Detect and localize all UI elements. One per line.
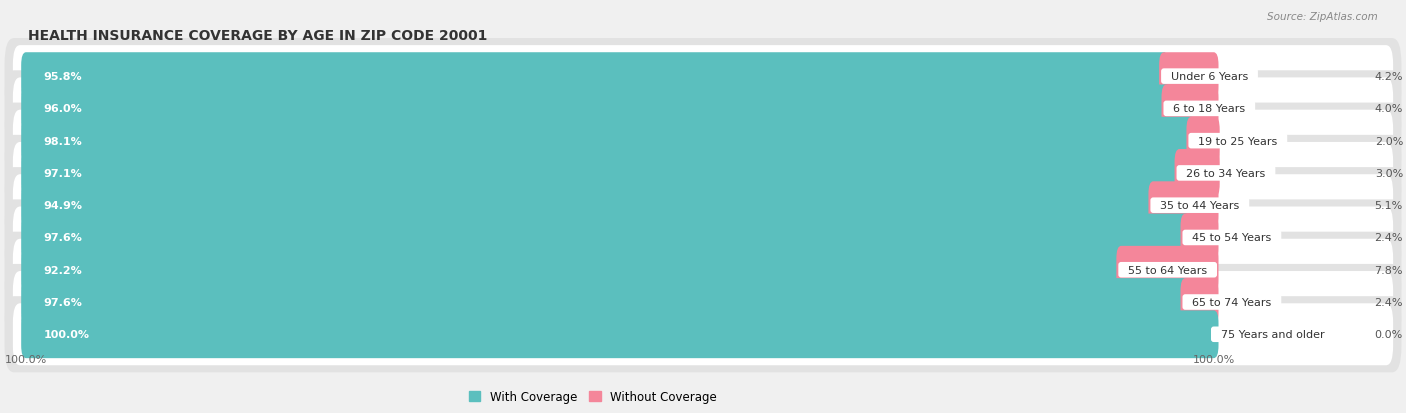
- FancyBboxPatch shape: [13, 46, 1393, 108]
- FancyBboxPatch shape: [21, 150, 1184, 197]
- Text: 2.0%: 2.0%: [1375, 136, 1403, 146]
- FancyBboxPatch shape: [13, 271, 1393, 333]
- FancyBboxPatch shape: [1149, 182, 1219, 230]
- Text: 4.0%: 4.0%: [1374, 104, 1403, 114]
- FancyBboxPatch shape: [4, 232, 1402, 308]
- FancyBboxPatch shape: [4, 168, 1402, 244]
- FancyBboxPatch shape: [4, 200, 1402, 276]
- Text: 2.4%: 2.4%: [1374, 297, 1403, 307]
- Legend: With Coverage, Without Coverage: With Coverage, Without Coverage: [464, 385, 721, 408]
- FancyBboxPatch shape: [1161, 85, 1219, 133]
- FancyBboxPatch shape: [21, 182, 1159, 230]
- FancyBboxPatch shape: [4, 71, 1402, 147]
- FancyBboxPatch shape: [21, 85, 1171, 133]
- FancyBboxPatch shape: [13, 175, 1393, 237]
- Text: 7.8%: 7.8%: [1374, 265, 1403, 275]
- Text: 75 Years and older: 75 Years and older: [1213, 330, 1331, 339]
- Text: 3.0%: 3.0%: [1375, 169, 1403, 178]
- Text: 19 to 25 Years: 19 to 25 Years: [1191, 136, 1285, 146]
- Text: 4.2%: 4.2%: [1374, 72, 1403, 82]
- FancyBboxPatch shape: [4, 264, 1402, 340]
- FancyBboxPatch shape: [4, 297, 1402, 373]
- Text: Source: ZipAtlas.com: Source: ZipAtlas.com: [1267, 12, 1378, 22]
- Text: Under 6 Years: Under 6 Years: [1164, 72, 1256, 82]
- FancyBboxPatch shape: [4, 39, 1402, 115]
- Text: 35 to 44 Years: 35 to 44 Years: [1153, 201, 1247, 211]
- FancyBboxPatch shape: [21, 214, 1189, 262]
- Text: 96.0%: 96.0%: [44, 104, 83, 114]
- FancyBboxPatch shape: [13, 142, 1393, 204]
- Text: 55 to 64 Years: 55 to 64 Years: [1121, 265, 1215, 275]
- FancyBboxPatch shape: [1116, 246, 1219, 294]
- Text: 45 to 54 Years: 45 to 54 Years: [1185, 233, 1278, 243]
- Text: 97.6%: 97.6%: [44, 233, 83, 243]
- FancyBboxPatch shape: [1174, 150, 1219, 197]
- Text: 26 to 34 Years: 26 to 34 Years: [1180, 169, 1272, 178]
- FancyBboxPatch shape: [13, 304, 1393, 366]
- FancyBboxPatch shape: [13, 239, 1393, 301]
- FancyBboxPatch shape: [13, 110, 1393, 172]
- FancyBboxPatch shape: [1187, 117, 1219, 165]
- FancyBboxPatch shape: [21, 278, 1189, 326]
- Text: HEALTH INSURANCE COVERAGE BY AGE IN ZIP CODE 20001: HEALTH INSURANCE COVERAGE BY AGE IN ZIP …: [28, 29, 488, 43]
- FancyBboxPatch shape: [1159, 53, 1219, 101]
- Text: 0.0%: 0.0%: [1374, 330, 1402, 339]
- FancyBboxPatch shape: [13, 207, 1393, 269]
- FancyBboxPatch shape: [21, 246, 1126, 294]
- FancyBboxPatch shape: [21, 117, 1197, 165]
- Text: 5.1%: 5.1%: [1374, 201, 1402, 211]
- FancyBboxPatch shape: [1181, 214, 1219, 262]
- Text: 100.0%: 100.0%: [44, 330, 90, 339]
- Text: 97.6%: 97.6%: [44, 297, 83, 307]
- FancyBboxPatch shape: [4, 103, 1402, 179]
- Text: 94.9%: 94.9%: [44, 201, 83, 211]
- Text: 98.1%: 98.1%: [44, 136, 83, 146]
- FancyBboxPatch shape: [4, 135, 1402, 211]
- Text: 6 to 18 Years: 6 to 18 Years: [1166, 104, 1253, 114]
- Text: 65 to 74 Years: 65 to 74 Years: [1185, 297, 1278, 307]
- FancyBboxPatch shape: [1181, 278, 1219, 326]
- Text: 2.4%: 2.4%: [1374, 233, 1403, 243]
- FancyBboxPatch shape: [13, 78, 1393, 140]
- Text: 100.0%: 100.0%: [4, 355, 46, 365]
- FancyBboxPatch shape: [21, 311, 1219, 358]
- Text: 100.0%: 100.0%: [1192, 355, 1234, 365]
- Text: 92.2%: 92.2%: [44, 265, 83, 275]
- Text: 97.1%: 97.1%: [44, 169, 83, 178]
- Text: 95.8%: 95.8%: [44, 72, 83, 82]
- FancyBboxPatch shape: [21, 53, 1168, 101]
